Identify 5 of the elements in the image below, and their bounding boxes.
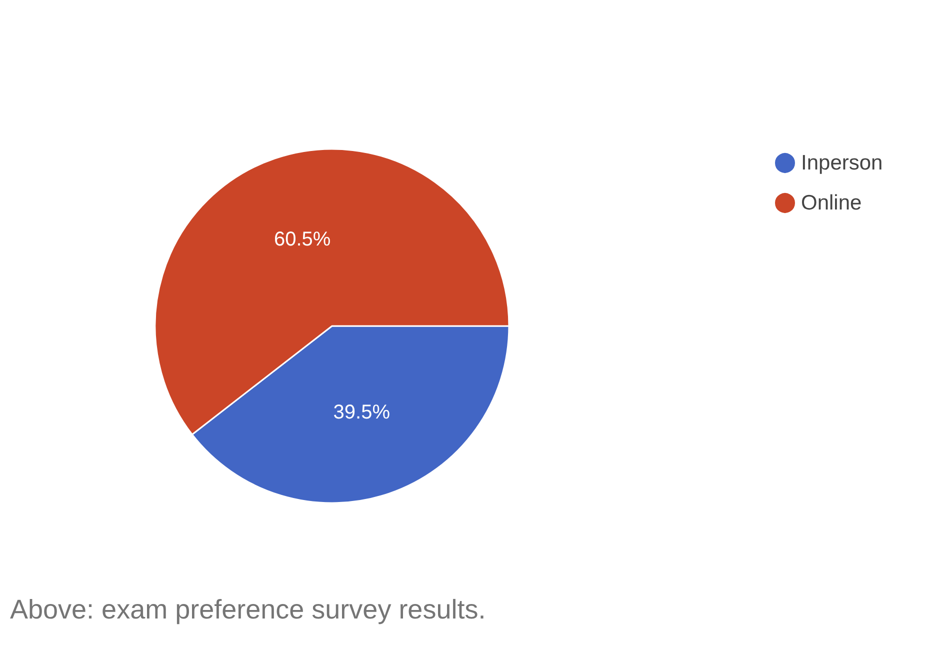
- legend-label: Online: [801, 192, 862, 214]
- data-label: 60.5%: [274, 228, 331, 250]
- text: Above: exam preference survey results.: [10, 594, 486, 624]
- data-label: 39.5%: [333, 402, 390, 424]
- legend-label: Inperson: [801, 152, 883, 174]
